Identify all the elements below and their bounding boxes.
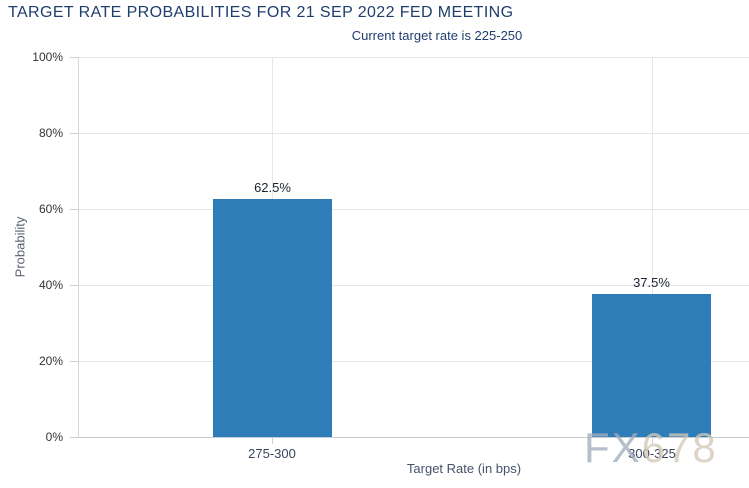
x-tick: [272, 438, 273, 444]
gridline-60: [78, 209, 749, 210]
x-axis-category-label: 275-300: [248, 446, 296, 461]
y-axis-label: 40%: [38, 278, 63, 292]
y-axis-label: 100%: [32, 50, 63, 64]
bar-275-300: 62.5%: [213, 57, 332, 437]
fx678-watermark: FX678: [584, 424, 718, 472]
y-axis-label: 0%: [45, 430, 63, 444]
y-tick: [70, 437, 78, 438]
gridline-100: [78, 57, 749, 58]
gridline-category-2: [652, 57, 653, 437]
bar-value-label: 62.5%: [254, 180, 291, 195]
watermark-prefix: FX: [584, 424, 642, 471]
x-tick: [652, 438, 653, 444]
y-axis-label: 60%: [38, 202, 63, 216]
chart-title: TARGET RATE PROBABILITIES FOR 21 SEP 202…: [8, 4, 514, 21]
x-axis-line: [78, 437, 749, 438]
y-axis-title: Probability: [12, 216, 28, 278]
gridline-20: [78, 361, 749, 362]
bar-value-label: 37.5%: [633, 275, 670, 290]
y-axis-label: 80%: [38, 126, 63, 140]
gridline-40: [78, 285, 749, 286]
y-tick: [70, 209, 78, 210]
y-tick: [70, 57, 78, 58]
y-tick: [70, 361, 78, 362]
bar-300-325: 37.5%: [592, 57, 711, 437]
watermark-suffix: 678: [641, 424, 718, 471]
x-axis-title: Target Rate (in bps): [406, 461, 522, 476]
x-axis-category-label: 300-325: [628, 446, 676, 461]
bar-rect: [592, 294, 711, 437]
y-axis-label: 20%: [38, 354, 63, 368]
gridline-80: [78, 133, 749, 134]
chart-subtitle: Current target rate is 225-250: [351, 28, 523, 43]
y-axis-line: [78, 57, 79, 438]
y-tick: [70, 285, 78, 286]
y-tick: [70, 133, 78, 134]
bar-rect: [213, 199, 332, 437]
